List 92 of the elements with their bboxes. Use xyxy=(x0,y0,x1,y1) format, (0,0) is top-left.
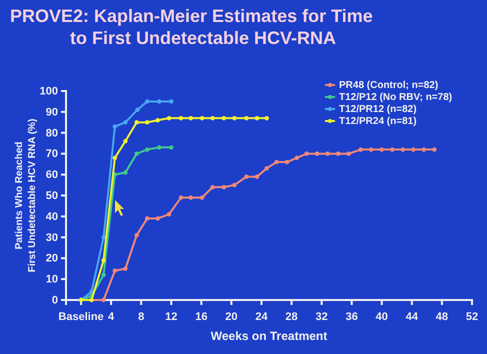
point xyxy=(112,268,118,273)
legend-label: T12/PR24 (n=81) xyxy=(339,116,417,127)
point xyxy=(135,108,140,112)
x-tick-label: 8 xyxy=(138,311,144,324)
point xyxy=(200,116,204,120)
point xyxy=(178,195,184,200)
point xyxy=(157,99,162,104)
point xyxy=(169,145,174,150)
point xyxy=(369,147,374,152)
y-tick-label: 40 xyxy=(46,210,58,223)
point xyxy=(145,99,150,104)
point xyxy=(145,120,150,125)
x-tick-label: 28 xyxy=(285,311,298,324)
point xyxy=(254,116,260,120)
y-tick-label: 80 xyxy=(46,127,58,140)
point xyxy=(314,152,320,156)
point xyxy=(264,116,269,120)
point xyxy=(145,216,150,221)
chart-title: PROVE2: Kaplan-Meier Estimates for Time to First Undetectable HCV-RNA xyxy=(10,6,373,48)
point xyxy=(244,174,249,179)
x-tick-label: 52 xyxy=(466,311,478,324)
point xyxy=(101,298,106,302)
point xyxy=(325,152,330,156)
point xyxy=(336,152,340,156)
point xyxy=(101,258,106,262)
point xyxy=(156,216,160,221)
point xyxy=(123,138,128,144)
point xyxy=(254,174,260,179)
point xyxy=(284,160,290,164)
point xyxy=(166,212,172,217)
point xyxy=(411,147,416,152)
x-tick-label: 36 xyxy=(346,311,358,324)
point xyxy=(156,118,160,122)
y-tick-label: 50 xyxy=(46,190,58,202)
point xyxy=(232,116,237,120)
y-tick-label: 20 xyxy=(46,252,58,265)
y-tick-label: 70 xyxy=(46,148,58,160)
x-tick-label: 24 xyxy=(255,311,268,324)
point xyxy=(134,233,139,238)
point xyxy=(346,152,351,156)
legend-label: T12/PR12 (n=82) xyxy=(339,104,417,115)
point xyxy=(166,116,172,120)
point xyxy=(274,160,279,164)
point xyxy=(294,156,300,160)
x-axis-title: Weeks on Treatment xyxy=(210,329,328,343)
y-tick-label: 30 xyxy=(46,232,58,244)
point xyxy=(112,124,118,129)
y-tick-label: 60 xyxy=(46,169,58,182)
point xyxy=(123,266,128,271)
x-tick-label: 48 xyxy=(436,311,448,324)
y-tick-label: 90 xyxy=(46,106,58,118)
point xyxy=(358,147,363,152)
x-tick-label: 12 xyxy=(165,311,178,324)
x-tick-label: 4 xyxy=(108,311,116,324)
point xyxy=(400,147,406,152)
legend-label: PR48 (Control; n=82) xyxy=(339,80,438,91)
point xyxy=(304,152,309,156)
y-tick-label: 100 xyxy=(40,86,58,98)
point xyxy=(222,116,226,120)
x-tick-label: 16 xyxy=(195,311,208,324)
y-axis-title: Patients Who Reached First Undetectable HCV RNA (%) xyxy=(14,118,38,272)
point xyxy=(145,147,150,152)
x-tick-label: 40 xyxy=(376,311,388,324)
point xyxy=(232,182,237,188)
point xyxy=(390,147,395,152)
point xyxy=(432,147,437,152)
x-tick-label: 32 xyxy=(316,311,328,324)
point xyxy=(134,120,139,125)
y-tick-label: 10 xyxy=(46,274,58,286)
point xyxy=(264,166,269,171)
point xyxy=(188,195,194,200)
legend-label: T12/P12 (No RBV; n=78) xyxy=(339,92,452,103)
point xyxy=(210,184,215,190)
point xyxy=(101,272,106,278)
point xyxy=(422,147,426,152)
point xyxy=(188,116,194,120)
point xyxy=(123,170,128,175)
point xyxy=(157,145,162,150)
point xyxy=(244,116,249,120)
y-tick-label: 0 xyxy=(52,294,58,307)
point xyxy=(200,195,204,200)
x-tick-label: Baseline xyxy=(58,311,104,324)
point xyxy=(134,152,139,156)
x-tick-label: 20 xyxy=(225,311,238,324)
point xyxy=(222,184,226,190)
x-tick-label: 44 xyxy=(406,311,419,324)
point xyxy=(380,147,384,152)
point xyxy=(210,116,215,120)
point xyxy=(112,156,118,160)
point xyxy=(169,99,174,104)
point xyxy=(178,116,184,120)
point xyxy=(123,120,128,125)
